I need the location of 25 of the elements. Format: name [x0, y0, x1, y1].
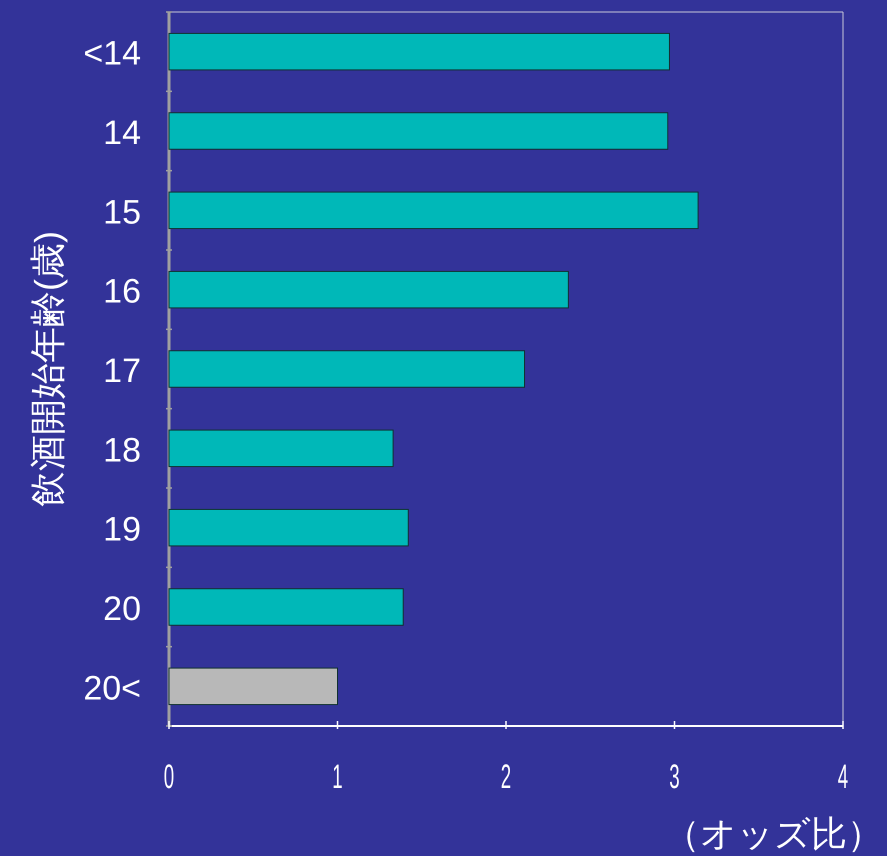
bar — [168, 112, 668, 150]
y-tick-label: <14 — [83, 34, 141, 73]
bar — [168, 192, 699, 230]
bar — [168, 430, 394, 468]
bar — [168, 508, 409, 546]
y-tick-label: 19 — [103, 510, 141, 549]
y-axis-title: 飲酒開始年齢(歳) — [27, 231, 68, 507]
y-tick-label: 15 — [103, 193, 141, 232]
y-tick-label: 20< — [83, 669, 141, 708]
x-tick-label: 2 — [500, 757, 512, 796]
bar — [168, 588, 404, 626]
x-tick-label: 3 — [669, 757, 680, 796]
bar — [168, 32, 670, 70]
x-tick-label: 1 — [332, 757, 343, 796]
y-tick-label: 17 — [103, 352, 141, 390]
x-tick-label: 0 — [164, 757, 174, 796]
y-tick-label: 18 — [103, 431, 141, 470]
bar — [168, 668, 338, 706]
x-axis-title: （オッズ比） — [664, 813, 883, 854]
y-tick-label: 16 — [103, 272, 141, 311]
bar — [168, 350, 526, 388]
y-tick-label: 20 — [103, 590, 141, 628]
bar — [168, 270, 569, 308]
x-tick-label: 4 — [838, 757, 848, 796]
y-tick-label: 14 — [103, 114, 141, 152]
